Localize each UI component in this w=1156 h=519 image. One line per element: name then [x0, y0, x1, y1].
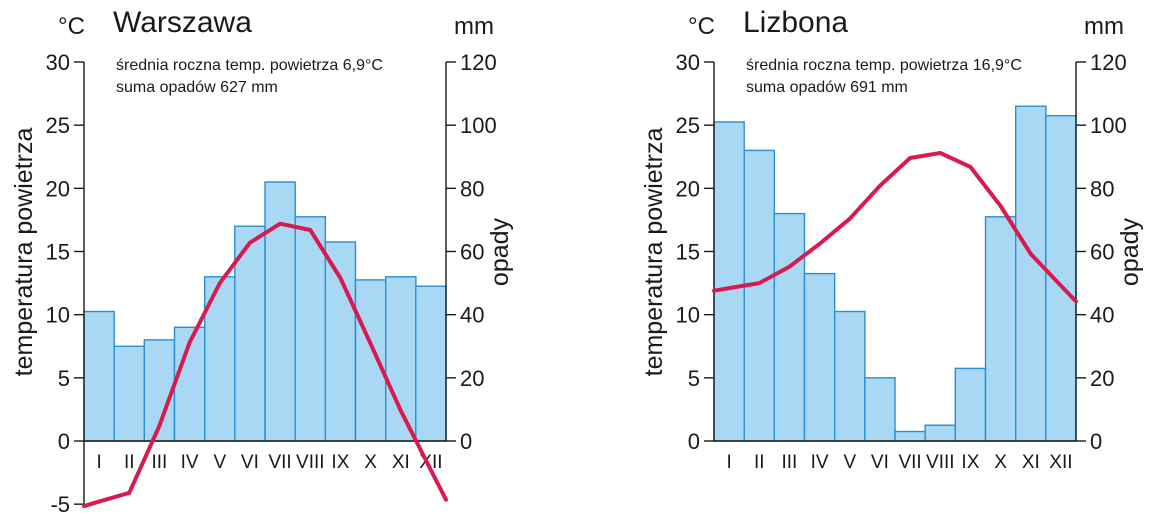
precip-bar: [773, 212, 806, 442]
chart-title: Lizbona: [743, 6, 848, 39]
month-label: I: [726, 452, 731, 473]
right-tick-label: 20: [1090, 366, 1114, 391]
right-tick-label: 20: [460, 366, 484, 391]
left-tick-label: 30: [46, 50, 70, 75]
right-tick-label: 80: [1090, 176, 1114, 201]
right-tick-label: 120: [460, 50, 497, 75]
month-label: XI: [392, 452, 410, 473]
month-label: II: [754, 452, 765, 473]
precip-bar: [415, 285, 447, 442]
month-label: IV: [811, 452, 829, 473]
month-label: X: [364, 452, 377, 473]
month-label: XI: [1022, 452, 1040, 473]
month-label: VIII: [926, 452, 955, 473]
note-precipitation: suma opadów 627 mm: [116, 79, 278, 96]
right-tick-label: 40: [460, 303, 484, 328]
precip-bar: [984, 216, 1017, 442]
precip-bar: [743, 149, 776, 442]
month-label: II: [124, 452, 135, 473]
right-tick-label: 80: [460, 176, 484, 201]
precip-bar: [954, 367, 987, 442]
month-label: IX: [331, 452, 349, 473]
precip-bar: [324, 241, 357, 442]
right-unit: mm: [454, 13, 494, 40]
precip-bar: [1045, 114, 1077, 442]
month-label: VIII: [296, 452, 325, 473]
y-axis-label-right: opady: [486, 217, 514, 286]
month-label: VI: [871, 452, 889, 473]
month-label: III: [781, 452, 797, 473]
precip-bar: [385, 276, 417, 442]
left-tick-label: 10: [676, 303, 700, 328]
left-tick-label: 5: [688, 366, 700, 391]
right-tick-label: 40: [1090, 303, 1114, 328]
precip-bar: [894, 430, 926, 442]
month-label: XII: [1049, 452, 1072, 473]
precip-bar: [924, 424, 957, 442]
left-tick-label: 0: [58, 429, 70, 454]
left-tick-label: 25: [676, 113, 700, 138]
left-tick-label: 30: [676, 50, 700, 75]
precip-bar: [864, 377, 896, 442]
note-temperature: średnia roczna temp. powietrza 6,9°C: [116, 57, 383, 74]
precip-bar: [264, 181, 296, 442]
right-tick-label: 0: [460, 429, 472, 454]
precip-bar: [354, 279, 387, 442]
right-unit: mm: [1084, 13, 1124, 40]
precip-bar: [834, 310, 866, 442]
precip-bar: [1015, 105, 1047, 442]
month-label: I: [96, 452, 101, 473]
temperature-line: [712, 151, 1078, 304]
right-tick-label: 60: [1090, 240, 1114, 265]
right-tick-label: 60: [460, 240, 484, 265]
month-label: VII: [898, 452, 921, 473]
left-unit: °C: [688, 13, 715, 40]
left-tick-label: -5: [50, 492, 70, 517]
left-tick-label: 5: [58, 366, 70, 391]
temperature-line: [82, 221, 448, 509]
left-tick-label: 10: [46, 303, 70, 328]
note-precipitation: suma opadów 691 mm: [746, 79, 908, 96]
y-axis-label: temperatura powietrza: [10, 128, 38, 377]
month-label: V: [843, 452, 856, 473]
precip-bar: [803, 272, 836, 442]
right-tick-label: 100: [1090, 113, 1127, 138]
month-label: X: [994, 452, 1007, 473]
month-label: VI: [241, 452, 259, 473]
left-tick-label: 20: [676, 176, 700, 201]
note-temperature: średnia roczna temp. powietrza 16,9°C: [746, 57, 1022, 74]
chart-title: Warszawa: [113, 6, 252, 39]
month-label: III: [151, 452, 167, 473]
precip-bar: [113, 345, 146, 442]
left-tick-label: 20: [46, 176, 70, 201]
right-tick-label: 0: [1090, 429, 1102, 454]
left-tick-label: 15: [46, 240, 70, 265]
month-label: V: [213, 452, 226, 473]
precip-bar: [83, 310, 115, 442]
left-tick-label: 0: [688, 429, 700, 454]
right-tick-label: 100: [460, 113, 497, 138]
month-label: IV: [181, 452, 199, 473]
y-axis-label: temperatura powietrza: [640, 128, 668, 377]
left-unit: °C: [58, 13, 85, 40]
month-label: IX: [961, 452, 979, 473]
precip-bar: [713, 121, 745, 442]
y-axis-label-right: opady: [1116, 217, 1144, 286]
left-tick-label: 15: [676, 240, 700, 265]
month-label: VII: [268, 452, 291, 473]
right-tick-label: 120: [1090, 50, 1127, 75]
left-tick-label: 25: [46, 113, 70, 138]
